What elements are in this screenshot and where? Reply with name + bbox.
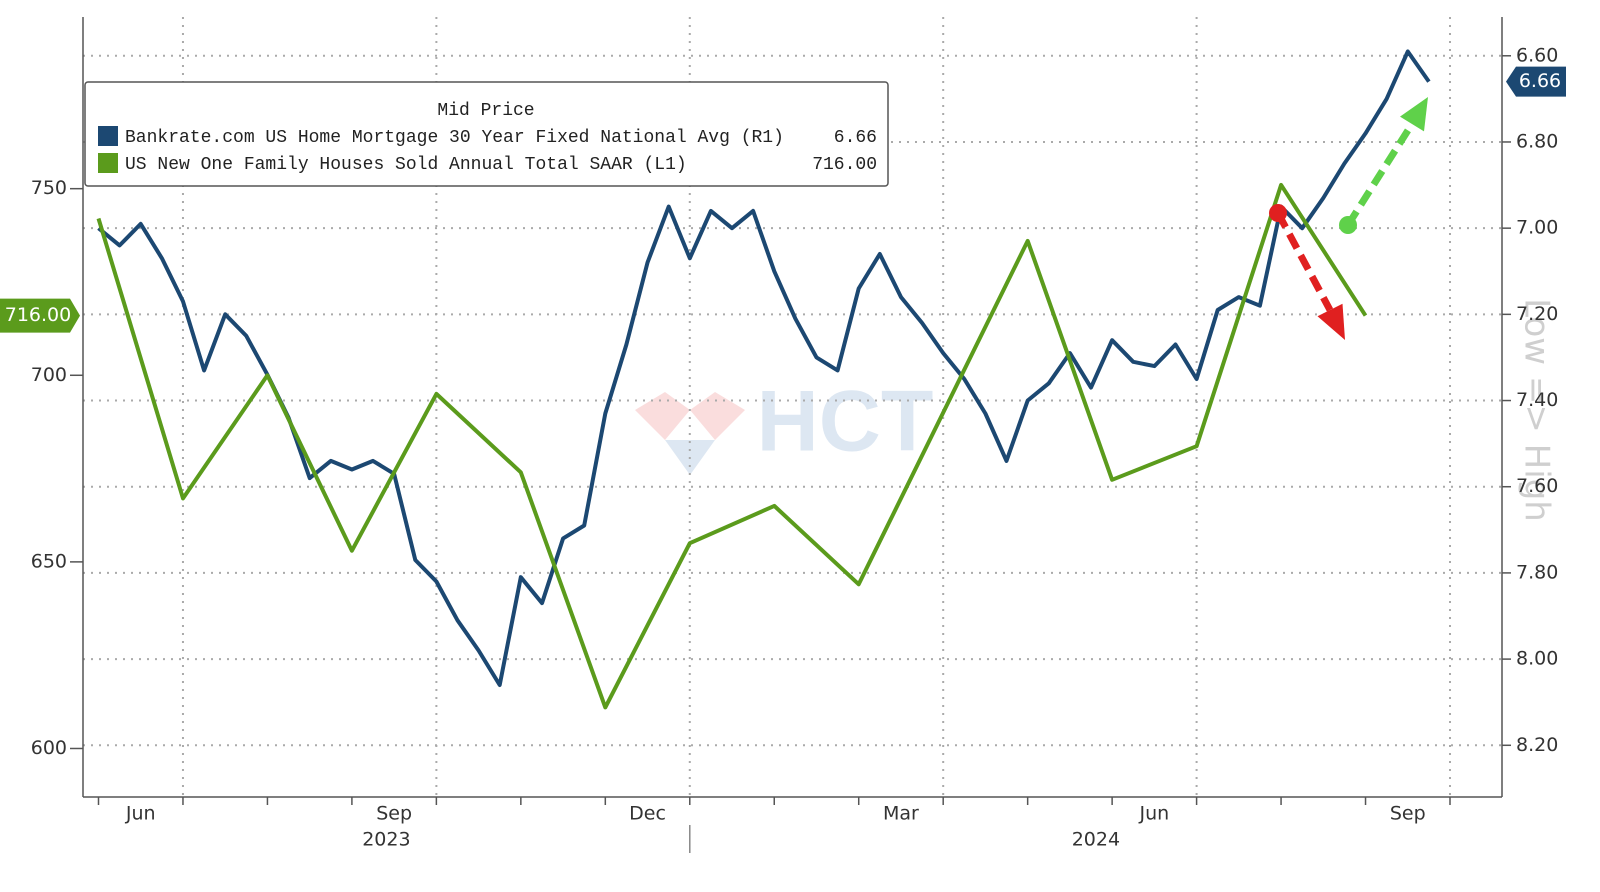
watermark-logo: HCT <box>635 374 933 475</box>
green-arrow-head <box>1400 97 1428 132</box>
year-label: 2024 <box>1072 829 1120 851</box>
y-tick-label: 600 <box>31 737 67 759</box>
y-tick-label: 750 <box>31 177 67 199</box>
y2-axis-label: Low => High <box>1517 298 1557 522</box>
legend-value: 6.66 <box>834 128 877 148</box>
legend-entry: US New One Family Houses Sold Annual Tot… <box>125 155 687 175</box>
green-arrow <box>1345 122 1415 227</box>
y2-tick-label: 8.20 <box>1516 734 1558 756</box>
series-line <box>97 49 1431 687</box>
logo-shape <box>690 392 745 440</box>
value-badge <box>0 298 80 333</box>
x-tick-label: Jun <box>1139 803 1170 825</box>
red-arrow-dot <box>1269 204 1287 222</box>
x-tick-label: Dec <box>629 803 666 825</box>
x-tick-label: Jun <box>125 803 156 825</box>
legend: Mid Price Bankrate.com US Home Mortgage … <box>84 81 889 187</box>
y2-tick-label: 7.20 <box>1516 303 1558 325</box>
green-arrow-dot <box>1339 216 1357 234</box>
legend-swatch <box>98 126 118 146</box>
x-tick-label: Sep <box>1390 803 1426 825</box>
logo-shape <box>635 392 690 440</box>
year-label: 2023 <box>362 829 410 851</box>
value-badge-label: 6.66 <box>1519 70 1561 92</box>
x-tick-label: Mar <box>883 803 919 825</box>
watermark: HCT <box>757 374 934 470</box>
y2-tick-label: 7.80 <box>1516 561 1558 583</box>
y2-tick-label: 7.00 <box>1516 217 1558 239</box>
y2-tick-label: 7.40 <box>1516 389 1558 411</box>
y2-tick-label: 7.60 <box>1516 475 1558 497</box>
y-tick-label: 700 <box>31 364 67 386</box>
red-arrow-head <box>1317 303 1345 340</box>
legend-swatch <box>98 153 118 173</box>
y2-tick-label: 6.80 <box>1516 130 1558 152</box>
annotation-arrows <box>1269 97 1428 340</box>
y2-tick-label: 8.00 <box>1516 648 1558 670</box>
y2-tick-label: 6.60 <box>1516 44 1558 66</box>
legend-box <box>84 81 889 187</box>
legend-value: 716.00 <box>812 155 877 175</box>
value-badge-label: 716.00 <box>5 304 71 326</box>
legend-title: Mid Price <box>437 101 534 121</box>
series-line <box>96 182 1368 710</box>
legend-entry: Bankrate.com US Home Mortgage 30 Year Fi… <box>125 128 784 148</box>
plot <box>96 49 1431 710</box>
y-tick-label: 650 <box>31 550 67 572</box>
axes: 600 650 700 750 6.60 6.80 7.00 7.20 7.40 7.60 7.80… <box>0 17 1566 853</box>
red-arrow <box>1274 211 1334 312</box>
x-tick-label: Sep <box>376 803 412 825</box>
value-badge <box>1506 66 1566 97</box>
